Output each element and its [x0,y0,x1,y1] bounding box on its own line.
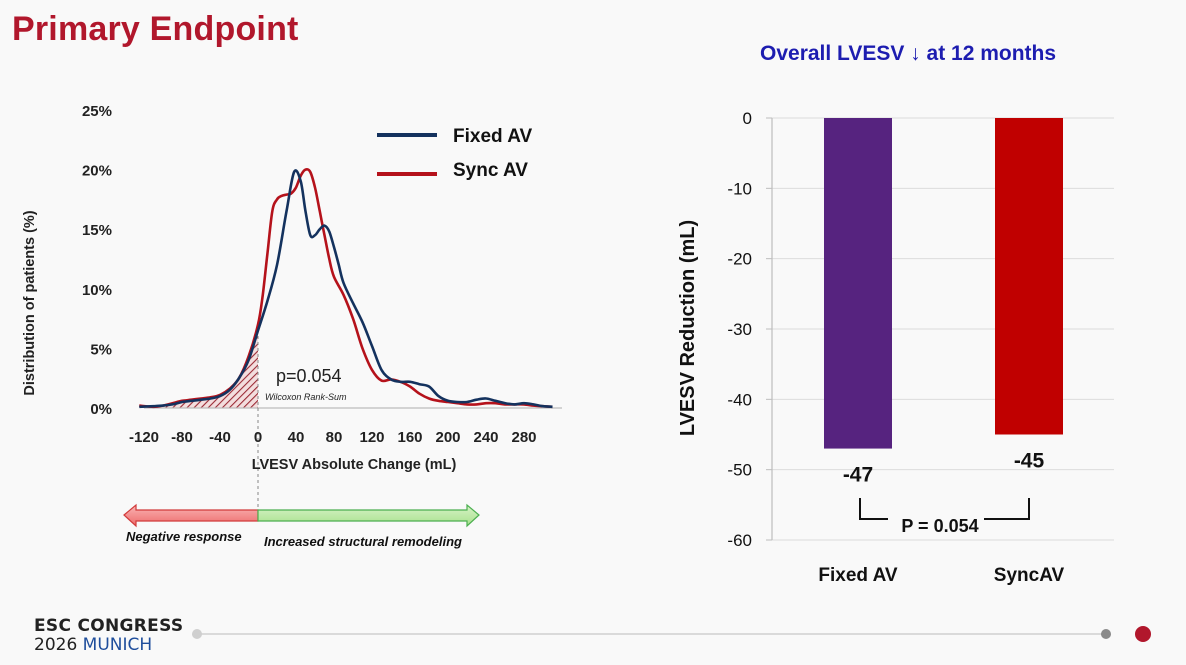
x-tick-label: 200 [435,429,460,446]
x-tick-label: 160 [397,429,422,446]
bar-fixed-av [824,118,892,449]
x-tick-label: -40 [209,429,231,446]
bar-y-tick-label: -40 [727,390,752,409]
x-tick-label: 240 [473,429,498,446]
logo-year: 2026 [34,635,78,655]
bar-y-tick-label: -50 [727,461,752,480]
remodeling-label: Increased structural remodeling [264,534,462,549]
footer-start-dot [192,629,202,639]
bar-y-axis-label: LVESV Reduction (mL) [677,220,699,436]
bar-y-tick-label: -30 [727,320,752,339]
legend-label-fixed-av: Fixed AV [453,126,533,147]
y-tick-label: 0% [90,401,112,418]
data-label-fixed-av: -47 [843,464,873,487]
logo-line-2: 2026 MUNICH [34,636,183,655]
logo-line-1: ESC CONGRESS [34,616,184,636]
x-tick-label: 120 [359,429,384,446]
bar-sync-av [995,118,1063,435]
y-tick-label: 20% [82,163,112,180]
test-name-annotation: Wilcoxon Rank-Sum [265,392,347,402]
bar-y-tick-label: 0 [743,109,752,128]
negative-response-arrow [123,503,259,528]
distribution-chart: 0% 5% 10% 15% 20% 25% -120 -80 -40 0 40 80 120 160 20… [22,103,562,549]
category-label-fixed-av: Fixed AV [818,565,898,586]
y-tick-label: 25% [82,103,112,120]
negative-response-area [139,324,258,408]
legend-label-sync-av: Sync AV [453,160,528,181]
x-tick-label: 280 [511,429,536,446]
footer-dot [1101,629,1111,639]
negative-response-label: Negative response [126,529,242,544]
data-label-sync-av: -45 [1014,450,1045,473]
series-line-fixed-av [139,169,553,409]
significance-bracket [859,498,1030,520]
bar-p-value: P = 0.054 [901,516,978,536]
esc-congress-logo: ESC CONGRESS 2026 MUNICH [34,617,183,655]
category-label-sync-av: SyncAV [994,565,1065,586]
x-tick-label: 80 [326,429,343,446]
bar-y-tick-label: -10 [727,179,752,198]
footer-accent-dot [1135,626,1151,642]
y-tick-label: 5% [90,341,112,358]
x-tick-label: -80 [171,429,193,446]
x-axis-label: LVESV Absolute Change (mL) [252,457,457,473]
x-tick-label: -120 [129,429,159,446]
legend: Fixed AV Sync AV [377,126,533,181]
lvesv-bar-chart: 0 -10 -20 -30 -40 -50 -60 -47 -45 Fixed AV Syn… [677,109,1114,586]
bar-y-tick-label: -60 [727,531,752,550]
y-tick-label: 15% [82,222,112,239]
x-tick-label: 40 [288,429,305,446]
x-tick-label: 0 [254,429,262,446]
y-tick-label: 10% [82,282,112,299]
logo-city: MUNICH [82,635,153,655]
bar-chart-title: Overall LVESV ↓ at 12 months [760,42,1057,65]
p-value-annotation: p=0.054 [276,366,342,386]
y-axis-label: Distribution of patients (%) [22,210,38,395]
bar-y-tick-label: -20 [727,250,752,269]
remodeling-arrow [257,503,480,528]
slide-title: Primary Endpoint [12,10,299,48]
